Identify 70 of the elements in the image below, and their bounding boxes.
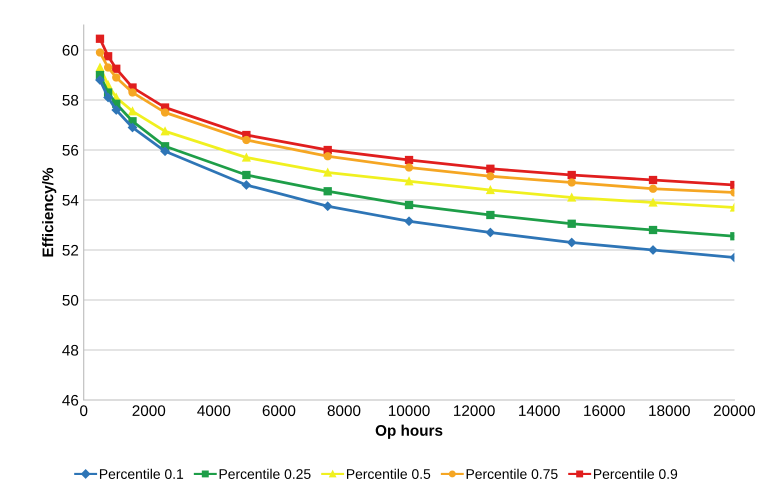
x-tick-label: 2000 [132,405,166,416]
x-tick-label: 12000 [454,405,495,416]
point [160,146,170,156]
x-tick-label: 4000 [197,405,230,416]
point [242,136,251,144]
point [128,107,137,116]
point [128,122,138,132]
x-tick-label: 6000 [262,405,296,416]
point [242,180,251,190]
point [242,170,251,180]
x-tick-label: 20000 [714,405,756,416]
x-tick-label: 10000 [388,405,430,416]
x-tick-label: 0 [80,405,88,416]
point [648,176,658,184]
point [323,202,332,211]
point [104,52,112,60]
point [486,210,495,220]
point [486,186,495,194]
point [567,238,576,248]
legend-label: Percentile 0.5 [346,468,430,479]
point [648,184,658,193]
point [568,193,576,202]
y-tick-label: 48 [62,344,78,356]
point [648,226,658,234]
point [96,34,104,43]
point [648,245,658,255]
x-tick-label: 16000 [584,405,625,416]
y-tick-label: 60 [62,44,78,56]
point [112,64,120,73]
legend-label: Percentile 0.9 [594,468,678,479]
x-tick-label: 14000 [519,405,560,416]
point [160,108,170,117]
point [486,164,495,173]
legend-label: Percentile 0.1 [100,468,184,479]
x-tick-label: 8000 [328,405,360,416]
legend-label: Percentile 0.25 [220,468,311,479]
y-tick-label: 56 [62,144,78,156]
point [324,152,332,160]
point [242,153,251,162]
point [404,177,414,186]
point [648,198,658,207]
point [96,63,104,72]
point [404,200,414,210]
point [160,127,170,136]
point [404,163,414,172]
x-tick-label: 18000 [649,405,690,416]
y-tick-label: 46 [62,394,78,406]
point [486,172,495,180]
y-axis-title: Efficiency/% [42,168,56,256]
point [404,216,414,226]
point [112,105,121,115]
point [324,187,332,196]
point [568,220,576,228]
point [486,228,495,238]
point [128,88,137,97]
point [104,63,112,72]
point [404,156,414,164]
x-axis-title: Op hours [376,424,442,439]
point [324,168,332,177]
y-tick-label: 50 [62,294,78,306]
y-tick-label: 54 [62,195,78,206]
point [568,170,576,180]
point [95,75,105,85]
point [96,48,104,57]
point [103,92,113,102]
y-tick-label: 52 [62,244,78,256]
y-tick-label: 58 [62,94,78,106]
point [568,178,576,187]
legend-label: Percentile 0.75 [466,468,558,479]
point [112,73,120,82]
